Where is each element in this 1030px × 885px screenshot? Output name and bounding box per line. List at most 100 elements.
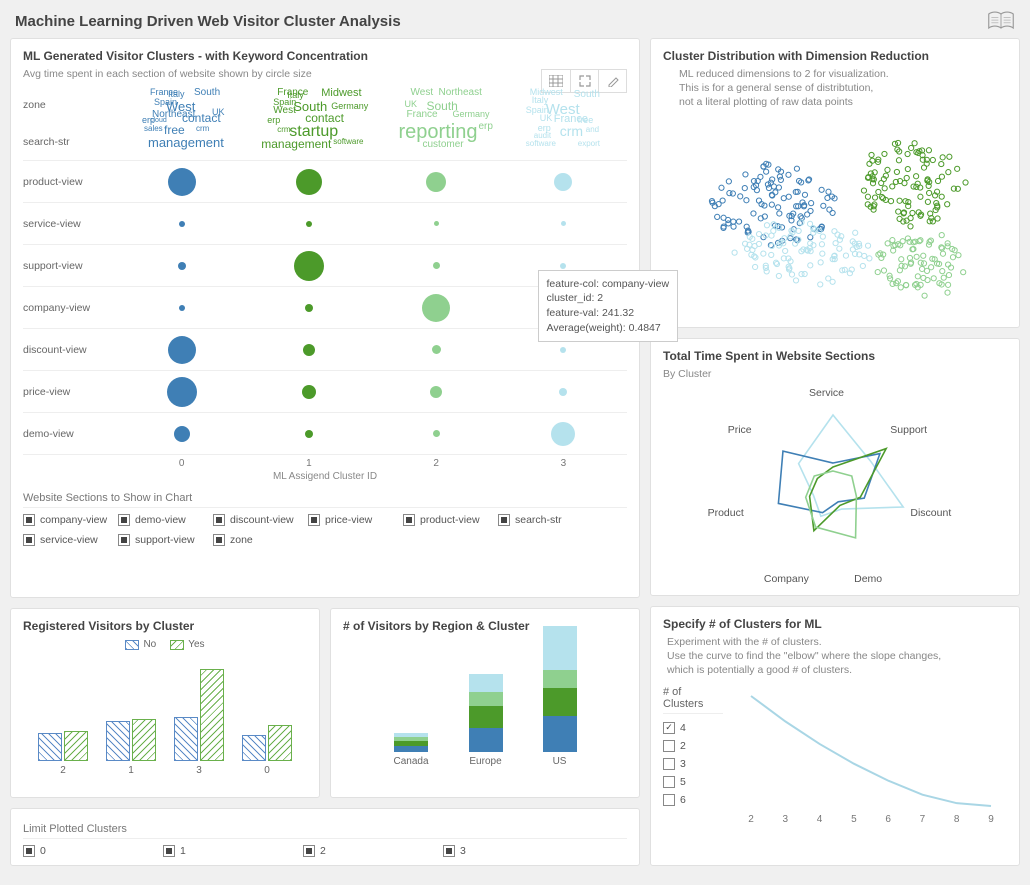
cluster-count-option[interactable]: 5 (663, 776, 723, 788)
bubble[interactable] (168, 168, 196, 196)
scatter-chart (663, 114, 1003, 304)
wordcloud-word: customer (423, 139, 464, 150)
bubble[interactable] (433, 430, 440, 437)
limit-checkbox[interactable]: 0 (23, 845, 163, 857)
wordcloud-word: and (586, 125, 599, 134)
section-checkbox[interactable]: zone (213, 534, 308, 546)
scatter-desc: ML reduced dimensions to 2 for visualiza… (679, 67, 1007, 110)
section-checkbox[interactable]: search-str (498, 514, 593, 526)
wordcloud-word: crm (277, 125, 290, 134)
section-checkbox[interactable]: discount-view (213, 514, 308, 526)
region-bar: Canada (393, 733, 428, 767)
wordcloud-word: free (578, 115, 594, 125)
bubble[interactable] (178, 262, 186, 270)
bubble[interactable] (305, 304, 313, 312)
section-checkbox[interactable]: product-view (403, 514, 498, 526)
bubble[interactable] (302, 385, 316, 399)
row-label: product-view (23, 176, 118, 188)
cluster-count-option[interactable]: 2 (663, 740, 723, 752)
sections-title: Website Sections to Show in Chart (23, 488, 627, 508)
elbow-title: Specify # of Clusters for ML (663, 617, 1007, 631)
elbow-list-title: # of Clusters (663, 686, 723, 714)
bubble[interactable] (422, 294, 450, 322)
bubble[interactable] (174, 426, 190, 442)
bubble[interactable] (560, 263, 566, 269)
bubble[interactable] (179, 305, 185, 311)
wordcloud-word: UK (212, 107, 225, 117)
wordcloud-word: South (574, 89, 600, 100)
row-label: support-view (23, 260, 118, 272)
radar-axis-label: Product (708, 507, 744, 519)
section-checkbox[interactable]: price-view (308, 514, 403, 526)
bubble[interactable] (167, 377, 197, 407)
row-label: zone (23, 99, 118, 111)
wordcloud-word: sales (144, 124, 163, 133)
row-label: discount-view (23, 344, 118, 356)
region-title: # of Visitors by Region & Cluster (343, 619, 627, 633)
wordcloud-word: management (261, 137, 331, 151)
scatter-title: Cluster Distribution with Dimension Redu… (663, 49, 1007, 63)
bubble-subtitle: Avg time spent in each section of websit… (23, 67, 627, 81)
svg-text:8: 8 (954, 814, 960, 825)
bubble[interactable] (559, 388, 567, 396)
svg-text:7: 7 (920, 814, 926, 825)
wordcloud-word: Italy (532, 95, 549, 105)
tooltip: feature-col: company-viewcluster_id: 2fe… (538, 270, 679, 343)
svg-text:9: 9 (988, 814, 994, 825)
bubble[interactable] (561, 221, 566, 226)
bubble-title: ML Generated Visitor Clusters - with Key… (23, 49, 627, 63)
bubble[interactable] (430, 386, 442, 398)
section-checkbox[interactable]: demo-view (118, 514, 213, 526)
row-label: search-str (23, 136, 118, 148)
radar-subtitle: By Cluster (663, 367, 1007, 381)
registered-bar: 3 (174, 669, 224, 776)
x-tick: 1 (245, 455, 372, 469)
bubble[interactable] (426, 172, 446, 192)
wordcloud-word: Northeast (439, 87, 482, 98)
svg-text:4: 4 (817, 814, 823, 825)
registered-bar: 2 (38, 731, 88, 776)
wordcloud-word: crm (196, 124, 209, 133)
bubble[interactable] (432, 345, 441, 354)
radar-axis-label: Discount (910, 507, 951, 519)
bubble[interactable] (560, 347, 566, 353)
row-label: company-view (23, 302, 118, 314)
registered-bar: 1 (106, 719, 156, 776)
bubble[interactable] (294, 251, 324, 281)
bubble[interactable] (296, 169, 322, 195)
cluster-count-option[interactable]: 6 (663, 794, 723, 806)
cluster-count-option[interactable]: 4 (663, 722, 723, 734)
help-book-icon[interactable] (987, 10, 1015, 32)
wordcloud-word: Germany (331, 101, 368, 111)
limit-checkbox[interactable]: 1 (163, 845, 303, 857)
elbow-desc: Experiment with the # of clusters.Use th… (667, 635, 1007, 678)
bubble[interactable] (551, 422, 575, 446)
bubble[interactable] (306, 221, 312, 227)
bubble[interactable] (433, 262, 440, 269)
bubble[interactable] (305, 430, 313, 438)
section-checkbox[interactable]: service-view (23, 534, 118, 546)
bubble[interactable] (434, 221, 439, 226)
wordcloud-word: erp (479, 121, 493, 132)
bubble[interactable] (303, 344, 315, 356)
bubble[interactable] (179, 221, 185, 227)
cluster-count-option[interactable]: 3 (663, 758, 723, 770)
bubble[interactable] (554, 173, 572, 191)
wordcloud-word: cloud (150, 117, 167, 124)
limit-checkbox[interactable]: 3 (443, 845, 583, 857)
section-checkbox[interactable]: company-view (23, 514, 118, 526)
wordcloud-word: UK (540, 113, 553, 123)
wordcloud-word: export (578, 139, 600, 148)
x-tick: 2 (373, 455, 500, 469)
svg-text:3: 3 (783, 814, 789, 825)
limit-panel: Limit Plotted Clusters 0123 (10, 808, 640, 866)
registered-bar: 0 (242, 725, 292, 776)
wordcloud-word: management (148, 135, 224, 150)
radar-axis-label: Price (728, 424, 752, 436)
limit-checkbox[interactable]: 2 (303, 845, 443, 857)
wordcloud-word: free (164, 123, 185, 137)
wordcloud-word: software (333, 137, 363, 146)
section-checkbox[interactable]: support-view (118, 534, 213, 546)
bubble[interactable] (168, 336, 196, 364)
wordcloud-word: France (407, 109, 438, 120)
